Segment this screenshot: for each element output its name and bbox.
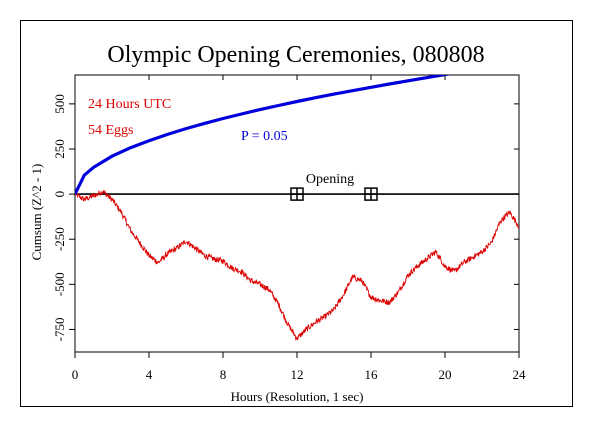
- hours-annotation: 24 Hours UTC: [88, 97, 171, 112]
- y-tick-label: -750: [52, 318, 67, 342]
- y-tick-label: 250: [52, 139, 67, 159]
- y-axis: 500 250 0 -250 -500 -750: [52, 94, 519, 341]
- y-tick-label: 500: [52, 94, 67, 114]
- x-tick-label: 20: [439, 367, 452, 382]
- series-cumsum-line: [75, 189, 519, 341]
- y-tick-label: -500: [52, 272, 67, 296]
- chart-title: Olympic Opening Ceremonies, 080808: [107, 42, 484, 68]
- x-axis-label: Hours (Resolution, 1 sec): [231, 389, 364, 404]
- eggs-annotation: 54 Eggs: [88, 123, 134, 138]
- x-axis: 0 4 8 12 16 20 24: [72, 75, 526, 382]
- chart-frame: [20, 20, 573, 407]
- y-axis-label: Cumsum (Z^2 - 1): [29, 164, 44, 261]
- x-tick-label: 12: [291, 367, 304, 382]
- p-value-annotation: P = 0.05: [241, 129, 288, 144]
- x-tick-label: 24: [513, 367, 527, 382]
- plot-border: [74, 74, 520, 353]
- event-annotation: Opening: [306, 172, 354, 187]
- y-tick-label: 0: [52, 191, 67, 198]
- x-tick-label: 16: [365, 367, 379, 382]
- x-tick-label: 0: [72, 367, 79, 382]
- x-tick-label: 8: [220, 367, 227, 382]
- series-p05-envelope: [75, 75, 453, 195]
- y-tick-label: -250: [52, 227, 67, 251]
- x-tick-label: 4: [146, 367, 153, 382]
